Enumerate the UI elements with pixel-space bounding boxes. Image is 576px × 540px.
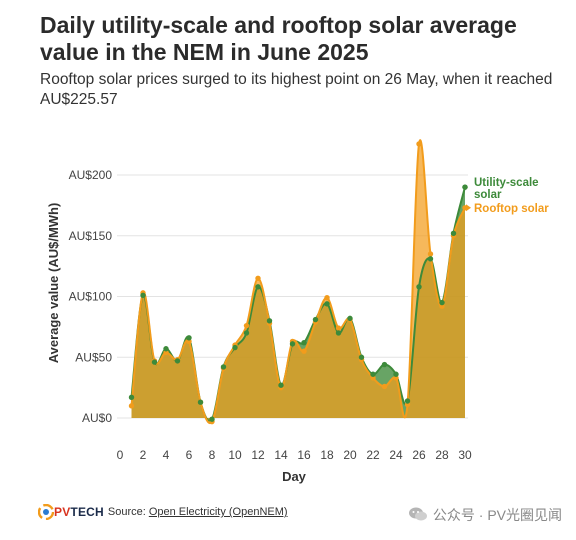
data-point [301,348,307,354]
x-tick-label: 12 [251,448,265,462]
watermark-text: 公众号 · PV光圈见闻 [432,507,562,523]
x-axis: 0 2 4 6 8 10 12 14 16 18 20 22 24 26 28 30 [117,448,472,462]
x-tick-label: 20 [343,448,357,462]
chart-title: Daily utility-scale and rooftop solar av… [40,12,517,65]
data-point [335,325,342,331]
legend: Utility-scale solar Rooftop solar [462,177,549,215]
legend-marker-rooftop [466,204,471,212]
x-tick-label: 0 [117,448,124,462]
data-point [289,341,296,347]
data-point [255,275,261,281]
wechat-icon [408,506,428,525]
data-point [151,359,158,365]
x-tick-label: 30 [458,448,472,462]
y-axis: AU$0 AU$50 AU$100 AU$150 AU$200 [69,168,113,425]
x-axis-label: Day [282,469,307,484]
data-point [312,316,319,323]
data-point [427,256,434,262]
pvtech-logo-text: PVTECH [54,505,104,519]
data-point [347,315,353,322]
data-point [128,394,135,401]
legend-label-utility: Utility-scale solar [474,177,539,201]
x-tick-label: 22 [366,448,380,462]
data-point [255,284,261,290]
x-tick-label: 18 [320,448,334,462]
data-point [232,344,238,351]
source-link[interactable]: Open Electricity (OpenNEM) [148,506,288,518]
y-tick-label: AU$0 [82,411,112,425]
data-point [266,318,273,324]
series-areas [131,140,465,424]
series-points [128,141,468,425]
x-tick-label: 26 [412,448,426,462]
data-point [128,403,135,409]
x-tick-label: 6 [186,448,193,462]
x-tick-label: 8 [209,448,216,462]
data-point [324,301,330,307]
legend-marker-utility [462,184,468,190]
data-point [416,284,422,290]
data-point [381,361,388,368]
data-point [370,371,376,377]
y-tick-label: AU$150 [69,229,113,243]
data-point [243,330,250,336]
y-axis-label: Average value (AU$/MWh) [46,203,61,364]
chart-subtitle: Rooftop solar prices surged to its highe… [40,71,553,108]
data-point [163,346,169,352]
y-tick-label: AU$50 [75,350,112,364]
data-point [197,399,204,405]
pvtech-logo: PVTECH [38,504,104,520]
data-point [186,335,192,341]
x-tick-label: 28 [435,448,449,462]
y-tick-label: AU$100 [69,290,113,304]
x-tick-label: 10 [228,448,242,462]
data-point [450,230,457,237]
data-point [335,330,342,336]
data-point [393,371,399,377]
data-point [427,251,434,257]
series-area-1 [131,140,465,424]
legend-label-rooftop: Rooftop solar [474,203,549,215]
x-tick-label: 14 [274,448,288,462]
data-point [140,292,146,298]
data-point [209,416,215,422]
data-point [324,295,330,301]
pvtech-logo-icon [38,504,54,520]
x-tick-label: 4 [163,448,170,462]
x-tick-label: 24 [389,448,403,462]
data-point [358,354,365,360]
x-tick-label: 16 [297,448,311,462]
x-tick-label: 2 [140,448,147,462]
data-point [243,322,250,329]
watermark: 公众号 · PV光圈见闻 [408,505,562,525]
data-point [404,398,411,404]
footer: PVTECH Source: Open Electricity (OpenNEM… [38,500,288,524]
y-tick-label: AU$200 [69,168,113,182]
data-point [278,382,284,388]
data-point [381,383,388,390]
data-point [416,141,422,147]
data-point [301,339,307,346]
data-point [220,364,227,370]
data-point [439,299,445,306]
data-point [174,358,181,364]
source-label: Source: [107,506,146,518]
